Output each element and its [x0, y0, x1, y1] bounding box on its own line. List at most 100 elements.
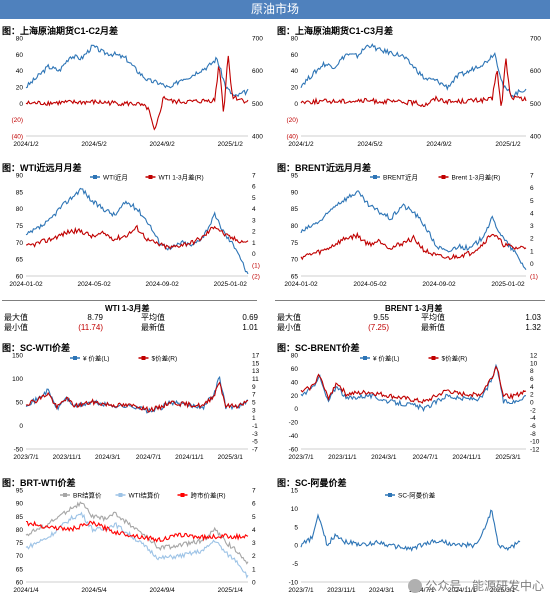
y2-tick-label: 11	[252, 376, 259, 383]
series-line	[300, 231, 527, 261]
stats-title-wti: WTI 1-3月差	[105, 304, 150, 313]
y-tick-label: 65	[16, 566, 24, 573]
x-tick-label: 2024/5/4	[81, 587, 107, 594]
y2-tick-label: 700	[252, 36, 263, 43]
y2-tick-label: 3	[252, 407, 256, 414]
y2-tick-label: 10	[530, 360, 538, 367]
y2-tick-label: 0	[252, 580, 256, 587]
watermark-text: 公众号 · 能源研发中心	[425, 579, 544, 593]
chart-panel: 图：BRT-WTI价差 60 65 70 75 80 85 90 95 0 1 2 3 4 5 6 7 2024/…	[0, 476, 272, 602]
y-tick-label: 85	[16, 189, 24, 196]
legend-marker	[118, 493, 123, 497]
stat-label: 最大值	[277, 313, 301, 322]
y-tick-label: 60	[291, 366, 299, 373]
y2-tick-label: 600	[252, 68, 263, 75]
y-tick-label: 80	[16, 206, 24, 213]
legend-label: $价差(R)	[152, 354, 178, 363]
y-tick-label: -20	[289, 420, 299, 427]
stats-title-brent: BRENT 1-3月差	[385, 304, 443, 313]
y2-tick-label: 5	[252, 195, 256, 202]
y2-tick-label: 2	[252, 229, 256, 236]
x-tick-label: 2024/11/1	[175, 454, 204, 461]
x-tick-label: 2024/7/1	[136, 454, 162, 461]
x-tick-label: 2024/9/2	[426, 141, 452, 148]
chart-title: 图：SC-阿曼价差	[277, 478, 347, 488]
series-line	[25, 511, 249, 579]
y-tick-label: 40	[291, 379, 299, 386]
y-tick-label: 15	[291, 488, 299, 495]
x-tick-label: 2024/3/1	[95, 454, 121, 461]
stat-value: 1.32	[525, 323, 541, 332]
y-tick-label: 60	[291, 52, 299, 59]
y-tick-label: 85	[291, 206, 299, 213]
y2-tick-label: -4	[530, 415, 536, 422]
y2-tick-label: 0	[530, 400, 534, 407]
chart-svg: (40) (20) 0 20 40 60 80 400 500 600 700 2024/1/2 202…	[11, 36, 263, 149]
chart-svg: 60 65 70 75 80 85 90 95 0 1 2 3 4 5 6 7 2024/1/4 2024/5/4…	[13, 488, 256, 595]
table-row: 最大值 9.55 平均值 1.03	[275, 313, 543, 323]
legend-label: BRENT近月	[383, 173, 418, 182]
series-line	[300, 190, 527, 271]
y-tick-label: -50	[14, 447, 24, 454]
legend-label: $价差(R)	[442, 354, 468, 363]
chart-panel: 图：上海原油期货C1-C3月差 (40) (20) 0 20 40 60 80 400 500 60…	[275, 24, 550, 156]
y-tick-label: 0	[19, 101, 23, 108]
x-tick-label: 2024/1/2	[13, 141, 39, 148]
divider	[2, 300, 257, 301]
x-tick-label: 2024-09-02	[146, 281, 180, 288]
y-tick-label: 60	[16, 52, 24, 59]
series-line	[300, 58, 527, 108]
x-tick-label: 2024/1/2	[288, 141, 314, 148]
x-tick-label: 2024/11/1	[448, 587, 477, 594]
chart-panel: 图：SC-WTI价差 -50 0 50 100 150 -7 -5 -3 -1 1 3 5 7 9 11 13 1…	[0, 341, 272, 469]
chart-title: 图：BRENT近远月月差	[277, 163, 371, 173]
y2-tick-label: (1)	[530, 274, 538, 281]
x-tick-label: 2023/7/1	[288, 454, 314, 461]
y2-tick-label: 5	[252, 514, 256, 521]
y2-tick-label: 6	[252, 501, 256, 508]
legend-marker	[180, 493, 185, 497]
y-tick-label: 70	[16, 240, 24, 247]
y-tick-label: 40	[291, 68, 299, 75]
series-line	[300, 43, 527, 98]
y2-tick-label: 600	[530, 68, 541, 75]
y-tick-label: 0	[19, 423, 23, 430]
x-tick-label: 2024-09-02	[422, 281, 456, 288]
x-tick-label: 2024/11/1	[452, 454, 481, 461]
x-tick-label: 2025-01-02	[491, 281, 525, 288]
x-tick-label: 2025/3/1	[490, 587, 516, 594]
x-tick-label: 2025-01-02	[214, 281, 248, 288]
x-tick-label: 2024/7/1	[413, 454, 439, 461]
y2-tick-label: 1	[252, 415, 256, 422]
y2-tick-label: 7	[252, 488, 256, 495]
x-tick-label: 2025/3/1	[495, 454, 521, 461]
y-tick-label: 80	[16, 36, 24, 43]
series-line	[25, 501, 249, 565]
chart-panel: 图：WTI近远月月差 60 65 70 75 80 85 90 (2) (1) 0 1 2 3 4 5 6 7 20…	[0, 161, 272, 296]
y-tick-label: 70	[16, 553, 24, 560]
x-tick-label: 2024/1/4	[13, 587, 39, 594]
x-tick-label: 2024/3/1	[371, 454, 397, 461]
stat-value: (7.25)	[368, 323, 389, 332]
y2-tick-label: 17	[252, 353, 260, 360]
y2-tick-label: 4	[252, 527, 256, 534]
stat-value: 9.55	[373, 313, 389, 322]
stat-label: 平均值	[421, 313, 445, 322]
y2-tick-label: -12	[530, 447, 540, 454]
wechat-icon	[408, 579, 423, 593]
chart-svg: 65 70 75 80 85 90 95 (1) 0 1 2 3 4 5 6 7 2024-01-02 2024-…	[284, 173, 538, 289]
y2-tick-label: 2	[530, 236, 534, 243]
series-line	[25, 224, 249, 251]
y-tick-label: 75	[16, 223, 24, 230]
chart-panel: 图：SC-BRENT价差 -60 -40 -20 0 20 40 60 80 -12 -10 -8 -6…	[275, 341, 550, 469]
divider	[275, 300, 545, 301]
x-tick-label: 2024-05-02	[353, 281, 387, 288]
series-line	[300, 509, 521, 552]
y2-tick-label: 6	[530, 185, 534, 192]
legend-marker	[363, 356, 367, 360]
y2-tick-label: 500	[252, 101, 263, 108]
y2-tick-label: 0	[530, 261, 534, 268]
y-tick-label: 65	[291, 274, 299, 281]
y2-tick-label: 1	[530, 248, 534, 255]
y-tick-label: 95	[16, 488, 24, 495]
